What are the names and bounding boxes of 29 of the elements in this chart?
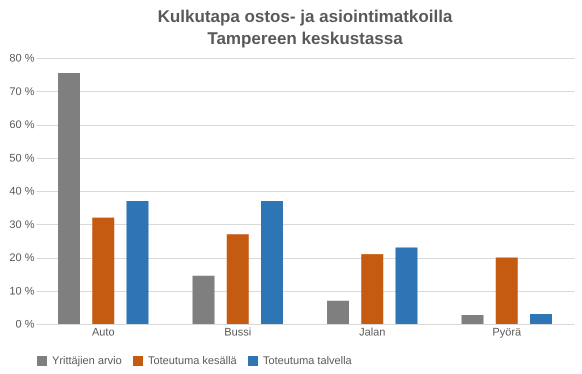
x-tick-label: Bussi [224,326,252,338]
bar [260,200,283,324]
y-tick-label: 0 % [16,318,35,330]
bar [192,276,215,324]
y-tick-label: 80 % [9,52,35,64]
y-tick-label: 20 % [9,252,35,264]
bar [361,254,384,324]
bar [92,218,114,324]
bar [327,300,350,324]
x-tick-label: Auto [92,326,115,338]
bar [395,248,418,324]
y-tick-label: 50 % [9,152,35,164]
bar [126,200,148,324]
bar [58,72,80,324]
chart-title: Kulkutapa ostos- ja asiointimatkoilla Tampereen keskustassa [158,7,453,48]
y-tick-label: 30 % [9,218,35,231]
bar [226,234,249,324]
y-tick-label: 70 % [9,86,35,98]
legend-label: Toteutuma talvella [263,355,353,367]
y-tick-label: 60 % [9,119,35,131]
legend-label: Toteutuma kesällä [148,355,238,367]
bar [462,315,484,324]
bar [530,314,552,324]
y-tick-label: 40 % [9,186,35,198]
x-tick-label: Pyörä [492,326,522,338]
legend-label: Yrittäjien arvio [52,355,122,367]
y-tick-label: 10 % [9,285,35,298]
x-tick-label: Jalan [359,326,386,338]
bar [496,258,518,324]
